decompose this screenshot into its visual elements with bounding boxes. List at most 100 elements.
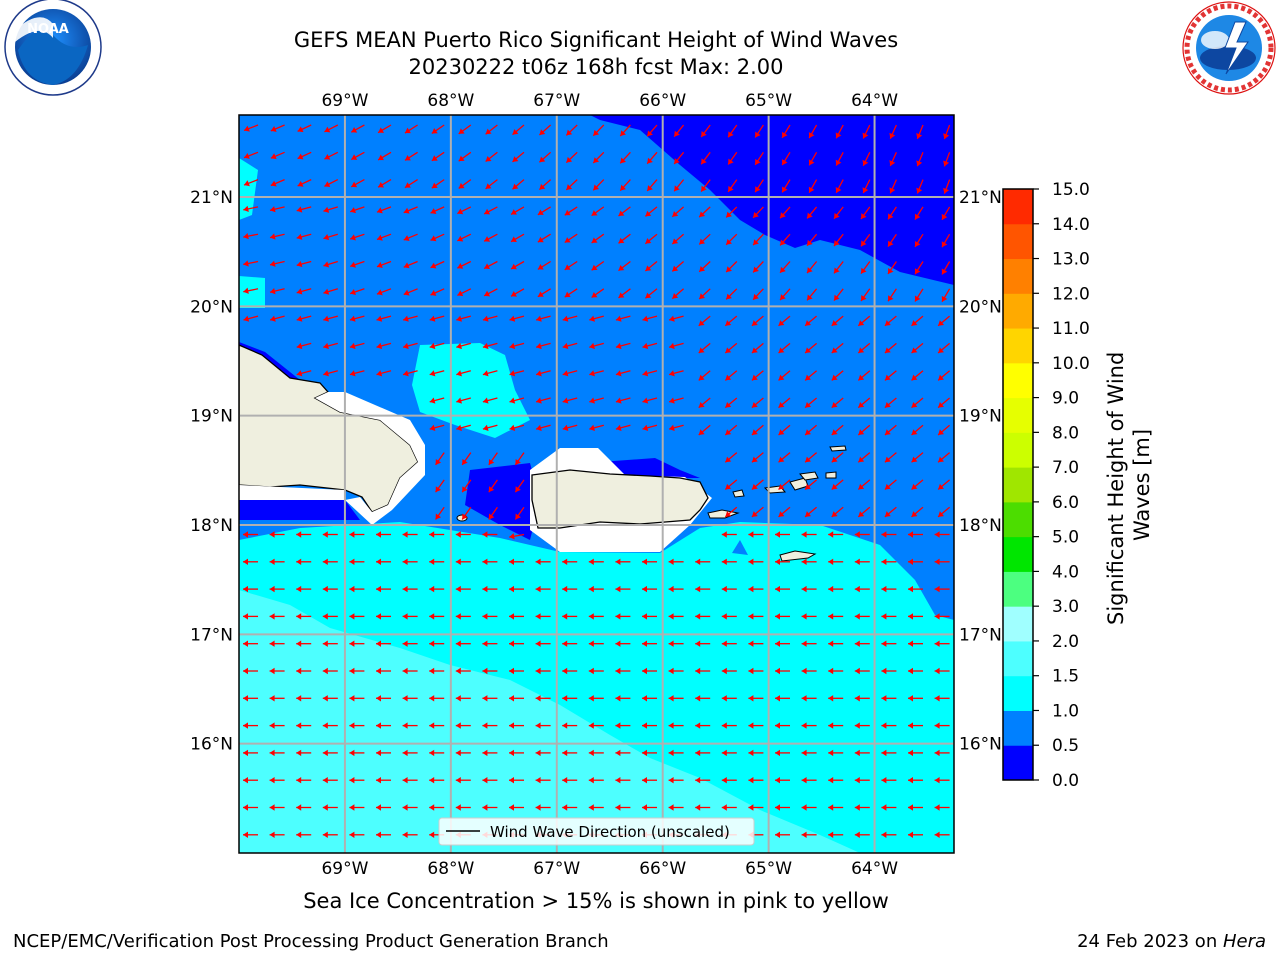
wind-wave-arrow — [296, 831, 312, 838]
wind-wave-arrow — [881, 777, 897, 784]
wind-wave-arrow — [642, 777, 657, 784]
wind-wave-arrow — [482, 749, 498, 757]
wind-wave-arrow — [243, 287, 259, 294]
wind-wave-arrow — [323, 370, 338, 377]
wind-wave-arrow — [402, 531, 418, 538]
ocean-fill-0-0.5-pr-north — [600, 458, 700, 478]
wind-wave-arrow — [752, 288, 764, 301]
wind-wave-arrow — [854, 640, 870, 647]
wind-wave-arrow — [943, 124, 951, 140]
wind-wave-arrow — [296, 777, 312, 784]
wind-wave-arrow — [748, 749, 764, 757]
wind-wave-arrow — [881, 722, 897, 729]
wind-wave-arrow — [857, 315, 871, 327]
wind-wave-arrow — [323, 288, 338, 295]
wind-wave-arrow — [349, 749, 365, 757]
wind-wave-arrow — [854, 831, 870, 838]
wind-wave-arrow — [911, 342, 924, 354]
wind-wave-arrow — [350, 179, 365, 188]
wind-wave-arrow — [908, 722, 923, 729]
wind-wave-arrow — [854, 531, 870, 538]
wind-wave-arrow — [779, 233, 791, 246]
wind-wave-arrow — [269, 233, 285, 240]
wind-wave-arrow — [911, 424, 924, 436]
lat-label-left: 16°N — [190, 735, 233, 755]
wind-wave-arrow — [644, 288, 658, 299]
wind-wave-arrow — [781, 151, 791, 166]
wind-wave-arrow — [775, 804, 790, 811]
colorbar-tick-label: 4.0 — [1052, 562, 1079, 582]
wind-wave-arrow — [322, 558, 338, 565]
nws-logo-icon — [1182, 1, 1276, 95]
wind-wave-arrow — [349, 831, 365, 838]
colorbar-label: Significant Height of Wind Waves [m] — [1104, 345, 1154, 625]
wind-wave-arrow — [748, 585, 764, 593]
wind-wave-arrow — [404, 179, 418, 189]
colorbar-segment — [1003, 675, 1033, 711]
colorbar-label-line1: Significant Height of Wind — [1104, 352, 1128, 625]
wind-wave-arrow — [349, 206, 365, 214]
colorbar-segment — [1003, 640, 1033, 677]
wind-wave-arrow — [562, 370, 578, 377]
wind-wave-arrow — [589, 342, 604, 350]
wind-wave-arrow — [456, 342, 471, 350]
wind-wave-arrow — [911, 452, 924, 463]
wind-wave-arrow — [429, 667, 445, 675]
wind-wave-arrow — [908, 749, 923, 757]
wind-wave-arrow — [916, 152, 924, 167]
wind-wave-arrow — [402, 804, 418, 811]
wind-wave-arrow — [564, 206, 578, 216]
wind-wave-arrow — [482, 397, 498, 404]
wind-wave-arrow — [402, 558, 418, 565]
map-frame — [238, 114, 955, 854]
lon-label-top: 64°W — [851, 91, 898, 111]
wind-wave-arrow — [564, 233, 578, 244]
wind-wave-arrow — [887, 206, 897, 220]
wind-wave-arrow — [644, 233, 658, 245]
wind-wave-arrow — [752, 206, 764, 219]
wind-wave-arrow — [457, 233, 472, 242]
wind-wave-arrow — [698, 261, 711, 273]
colorbar-tick-label: 1.0 — [1052, 701, 1079, 721]
wind-wave-arrow — [724, 370, 738, 381]
wind-wave-arrow — [828, 804, 844, 811]
wind-wave-arrow — [429, 342, 445, 350]
island-st-croix — [779, 550, 817, 562]
wind-wave-arrow — [376, 558, 391, 565]
wind-wave-arrow — [724, 479, 738, 491]
wind-wave-arrow — [269, 831, 285, 838]
wind-wave-arrow — [376, 695, 391, 702]
wind-wave-arrow — [908, 804, 923, 811]
wind-wave-arrow — [243, 233, 259, 240]
wind-wave-arrow — [403, 260, 418, 269]
wind-wave-arrow — [509, 424, 525, 431]
ocean-fill-0.5-1.0-notch — [732, 540, 748, 555]
wind-wave-arrow — [562, 342, 578, 350]
wind-wave-arrow — [642, 722, 657, 729]
wind-wave-arrow — [243, 315, 259, 322]
wind-wave-arrow — [535, 558, 551, 565]
wind-wave-arrow — [483, 206, 498, 215]
wind-wave-arrow — [619, 179, 631, 192]
wind-wave-arrow — [404, 124, 418, 134]
colorbar-tick-label: 13.0 — [1052, 250, 1090, 270]
wind-wave-arrow — [615, 424, 631, 431]
lon-label-top: 65°W — [745, 91, 792, 111]
wind-wave-arrow — [349, 315, 365, 322]
wind-wave-arrow — [564, 288, 578, 298]
wind-wave-arrow — [322, 640, 338, 647]
wind-wave-arrow — [535, 722, 551, 729]
wind-wave-arrow — [934, 749, 950, 757]
wind-wave-arrow — [727, 151, 738, 165]
wind-wave-arrow — [349, 613, 365, 620]
wind-wave-arrow — [779, 261, 791, 274]
wind-wave-arrow — [482, 640, 498, 647]
wind-wave-arrow — [488, 506, 498, 520]
wind-wave-arrow — [700, 151, 711, 165]
wind-wave-arrow — [243, 667, 258, 675]
wind-wave-arrow — [801, 531, 817, 538]
wind-wave-arrow — [695, 777, 711, 784]
wind-wave-arrow — [857, 342, 871, 354]
lon-label-top: 66°W — [639, 91, 686, 111]
wind-wave-arrow — [828, 777, 844, 784]
